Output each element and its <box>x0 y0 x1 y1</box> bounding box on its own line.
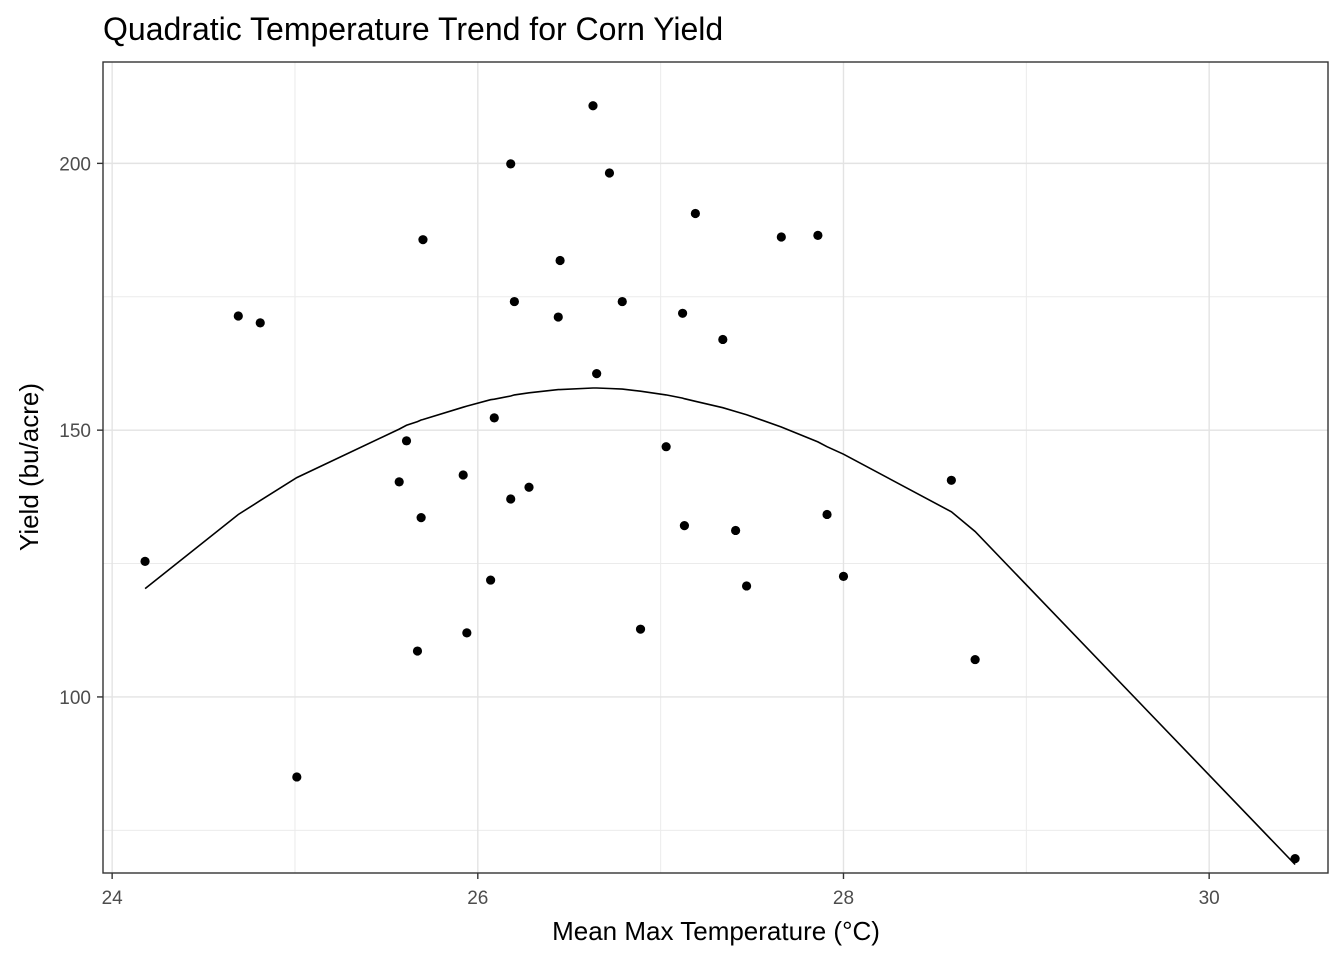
y-tick-label: 100 <box>59 688 91 709</box>
data-point <box>588 101 598 111</box>
data-point <box>731 525 741 536</box>
data-point <box>604 168 615 178</box>
data-point <box>462 628 472 638</box>
data-point <box>140 556 150 567</box>
x-tick-label: 24 <box>102 888 124 909</box>
y-tick-label: 150 <box>59 421 91 442</box>
data-point <box>509 296 519 307</box>
data-point <box>401 436 412 446</box>
data-point <box>813 230 823 241</box>
data-point <box>412 646 423 656</box>
data-point <box>394 477 404 487</box>
panel-border <box>102 61 1329 874</box>
data-point <box>418 235 428 245</box>
data-point <box>1290 853 1300 864</box>
data-point <box>292 772 302 782</box>
data-point <box>233 311 243 321</box>
y-tick-label: 200 <box>59 154 91 175</box>
x-tick-label: 26 <box>467 888 488 909</box>
data-point <box>741 581 752 591</box>
data-point <box>617 296 627 307</box>
chart-title: Quadratic Temperature Trend for Corn Yie… <box>103 11 723 47</box>
data-point <box>553 312 563 322</box>
data-point <box>718 334 728 345</box>
x-tick-label: 28 <box>833 888 854 909</box>
y-axis-title: Yield (bu/acre) <box>14 383 44 551</box>
plot-area: 24 26 28 30 100 150 200 <box>59 61 1329 909</box>
data-point <box>635 624 646 634</box>
data-point <box>592 368 602 379</box>
data-point <box>679 521 690 531</box>
data-point <box>506 159 516 169</box>
data-point <box>661 442 671 452</box>
data-point <box>822 509 832 520</box>
data-point <box>555 255 565 266</box>
data-point <box>776 232 786 242</box>
data-point <box>506 494 516 504</box>
data-point <box>946 475 956 485</box>
data-point <box>970 654 980 665</box>
data-point <box>677 308 688 318</box>
data-point <box>489 413 499 423</box>
data-point <box>255 318 265 328</box>
data-point <box>524 482 534 492</box>
data-point <box>838 571 849 581</box>
x-tick-label: 30 <box>1199 888 1220 909</box>
data-point <box>416 513 426 523</box>
data-point <box>690 208 700 219</box>
trend-line <box>144 387 1296 866</box>
data-point <box>486 575 496 585</box>
data-point <box>458 470 468 480</box>
x-axis-title: Mean Max Temperature (°C) <box>552 916 880 946</box>
